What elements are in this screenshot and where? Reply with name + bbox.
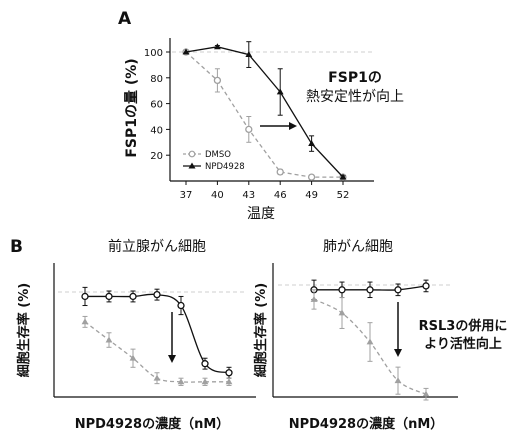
chart-b-left-point-0 bbox=[153, 290, 161, 299]
chart-a-point-dmso bbox=[213, 76, 222, 85]
chart-b-right-point-0 bbox=[338, 286, 346, 294]
chart-a-x-tick-label: 40 bbox=[211, 190, 224, 201]
chart-b-right-x-label: NPD4928の濃度（nM） bbox=[289, 416, 444, 432]
chart-a-x-tick-label: 37 bbox=[180, 190, 193, 201]
chart-a: FSP1の量 (%) 温度 FSP1の 熱安定性が向上 DMSO NPD4928 bbox=[124, 38, 404, 222]
chart-a-point-dmso bbox=[307, 173, 316, 181]
chart-a-point-npd4928 bbox=[308, 139, 315, 146]
chart-b-left-point-1 bbox=[177, 378, 185, 385]
chart-b-left-point-0 bbox=[201, 360, 209, 368]
chart-b-left-point-0 bbox=[129, 292, 137, 301]
chart-b-left-drop-arrowhead bbox=[168, 355, 176, 363]
chart-a-shift-arrowhead bbox=[289, 122, 297, 130]
chart-b-right: 肺がん細胞 細胞生存率 (%) NPD4928の濃度（nM） RSL3の併用に … bbox=[253, 239, 507, 432]
chart-a-y-label: FSP1の量 (%) bbox=[124, 58, 140, 157]
legend-npd-marker bbox=[188, 162, 196, 169]
chart-a-x-tick-label: 46 bbox=[274, 190, 287, 201]
chart-b-left-point-1 bbox=[105, 336, 113, 343]
chart-a-annotation-line-2: 熱安定性が向上 bbox=[306, 89, 404, 105]
chart-b-left-point-1 bbox=[225, 378, 233, 385]
chart-b-left-x-label: NPD4928の濃度（nM） bbox=[75, 416, 230, 432]
chart-b-left-y-label: 細胞生存率 (%) bbox=[16, 283, 32, 377]
chart-b-right-point-1 bbox=[366, 338, 374, 345]
chart-a-point-npd4928 bbox=[214, 43, 221, 50]
chart-b-left-point-1 bbox=[153, 374, 161, 381]
chart-a-y-tick-label: 60 bbox=[150, 100, 163, 111]
chart-a-point-npd4928 bbox=[182, 48, 190, 55]
chart-b-right-point-1 bbox=[422, 390, 430, 397]
chart-b-right-drop-arrowhead bbox=[394, 349, 402, 357]
chart-b-right-annotation-line-1: RSL3の併用に bbox=[419, 318, 508, 334]
chart-marks: 20 40 60 80 100 37 40 43 46 49 52 bbox=[81, 41, 430, 401]
chart-a-y-tick-label: 20 bbox=[150, 151, 163, 162]
chart-b-left-title: 前立腺がん細胞 bbox=[108, 238, 206, 255]
chart-b-right-point-0 bbox=[366, 286, 374, 294]
chart-a-point-dmso bbox=[245, 125, 253, 134]
chart-b-left-point-1 bbox=[81, 318, 89, 325]
chart-a-x-tick-label: 43 bbox=[242, 190, 255, 201]
legend-dmso-label: DMSO bbox=[205, 150, 231, 160]
chart-a-y-tick-label: 40 bbox=[150, 125, 163, 136]
chart-b-left-point-1 bbox=[201, 378, 209, 385]
chart-b-left-point-0 bbox=[225, 369, 233, 377]
chart-b-right-point-1 bbox=[310, 295, 318, 302]
chart-a-y-tick-label: 80 bbox=[150, 74, 163, 85]
chart-b-left-point-1 bbox=[129, 354, 137, 361]
chart-b-left: 前立腺がん細胞 細胞生存率 (%) NPD4928の濃度（nM） bbox=[16, 238, 256, 432]
legend-dmso-marker bbox=[188, 150, 196, 158]
chart-a-point-npd4928 bbox=[276, 88, 284, 95]
legend-npd-label: NPD4928 bbox=[205, 162, 245, 172]
chart-b-right-title: 肺がん細胞 bbox=[323, 239, 393, 255]
chart-b-left-point-0 bbox=[105, 292, 113, 301]
chart-b-right-annotation-line-2: より活性向上 bbox=[424, 336, 502, 352]
chart-a-x-label: 温度 bbox=[247, 206, 275, 222]
chart-b-right-y-label: 細胞生存率 (%) bbox=[253, 283, 269, 377]
chart-a-point-dmso bbox=[276, 168, 284, 176]
chart-a-point-npd4928 bbox=[245, 50, 253, 57]
chart-a-x-tick-label: 49 bbox=[305, 190, 318, 201]
panel-a-label: A bbox=[118, 9, 132, 29]
panel-b-label: B bbox=[10, 237, 23, 257]
chart-a-annotation-line-1: FSP1の bbox=[328, 70, 382, 86]
chart-b-right-point-1 bbox=[394, 377, 402, 384]
chart-a-point-npd4928 bbox=[339, 173, 347, 180]
chart-b-left-point-0 bbox=[81, 292, 89, 301]
chart-b-right-point-0 bbox=[422, 282, 430, 290]
chart-a-y-tick-label: 100 bbox=[144, 48, 163, 59]
chart-b-left-point-0 bbox=[177, 301, 185, 310]
chart-b-right-point-0 bbox=[394, 286, 402, 294]
chart-a-series-line-npd4928 bbox=[185, 46, 344, 178]
chart-a-x-tick-label: 52 bbox=[337, 190, 350, 201]
chart-a-series-line-dmso bbox=[185, 51, 343, 178]
chart-b-right-point-1 bbox=[338, 309, 346, 316]
